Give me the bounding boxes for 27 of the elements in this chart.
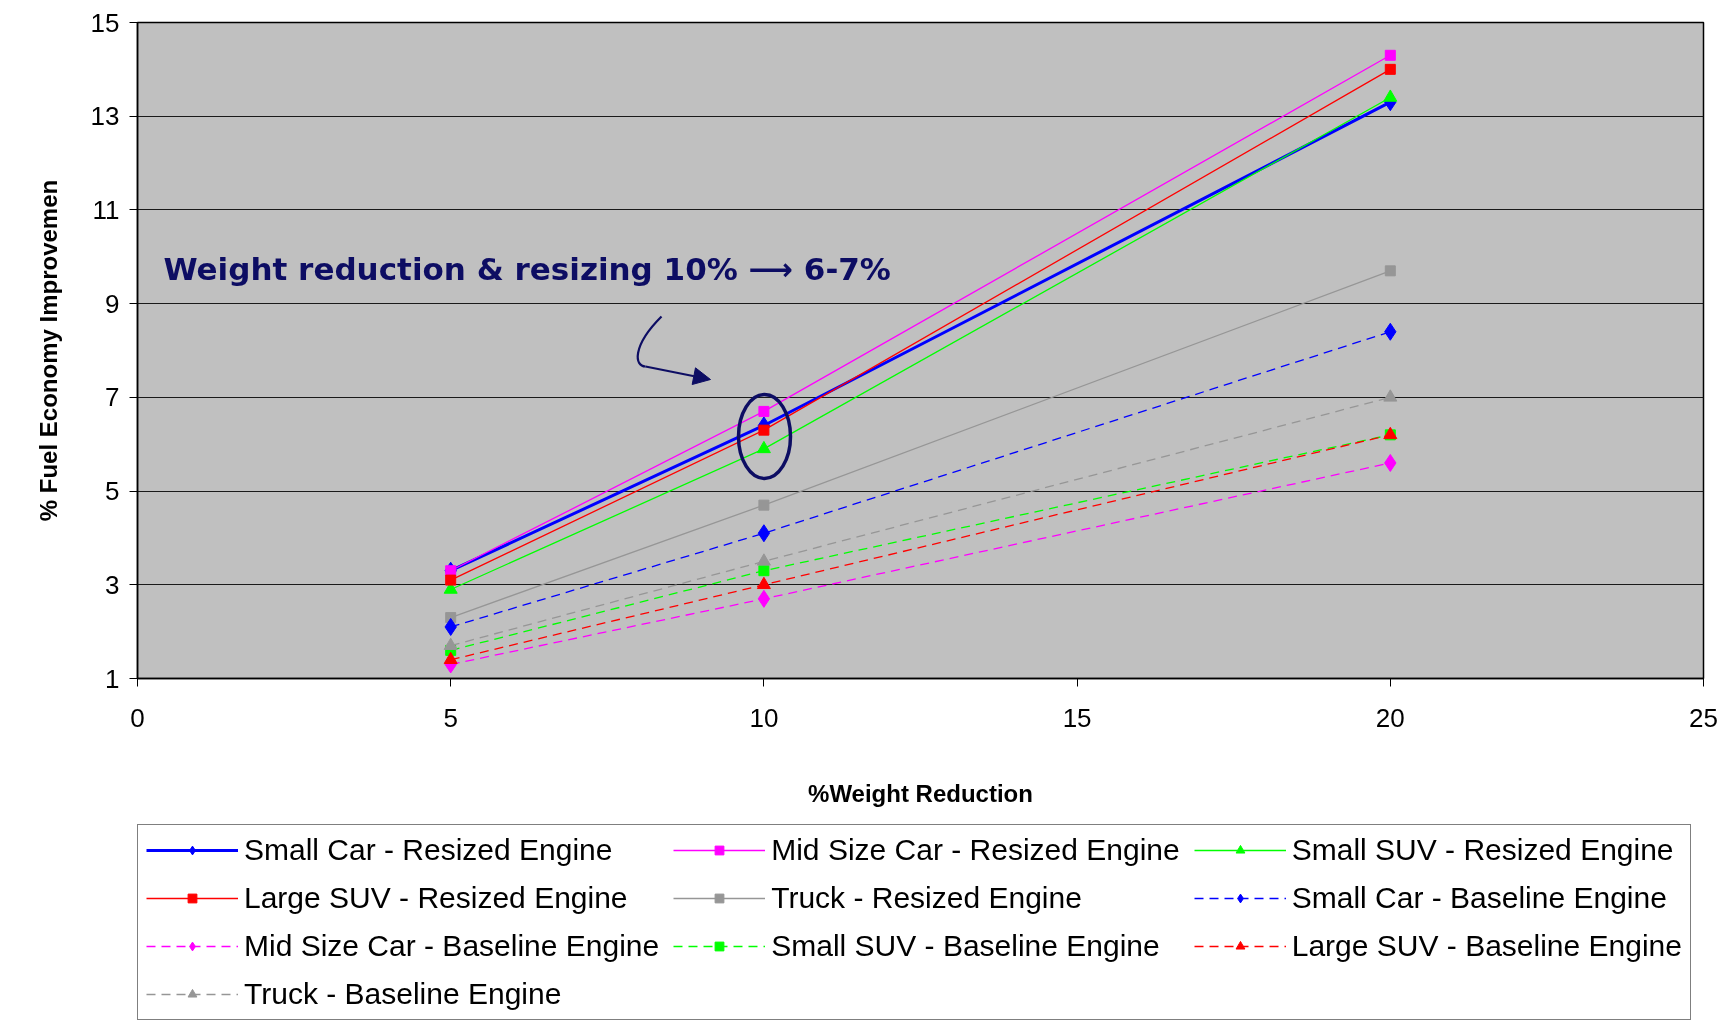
y-axis-title: % Fuel Economy Improvemen — [34, 179, 62, 522]
legend-label: Truck - Baseline Engine — [244, 977, 562, 1011]
legend-label: Truck - Resized Engine — [771, 881, 1082, 915]
x-tick-label: 10 — [749, 702, 779, 733]
x-tick-label: 5 — [443, 702, 458, 733]
y-tick-label: 9 — [105, 288, 120, 319]
y-tick-label: 5 — [105, 476, 120, 507]
x-tick-label: 20 — [1375, 702, 1405, 733]
legend-label: Mid Size Car - Baseline Engine — [244, 929, 660, 963]
annotation: Weight reduction & resizing 10% ⟶ 6-7% — [163, 250, 891, 287]
legend-label: Large SUV - Resized Engine — [244, 881, 628, 915]
legend-label: Small Car - Baseline Engine — [1291, 881, 1667, 915]
y-tick-label: 13 — [90, 101, 120, 132]
legend-label: Large SUV - Baseline Engine — [1291, 929, 1682, 963]
legend-label: Small SUV - Baseline Engine — [771, 929, 1160, 963]
y-tick-label: 7 — [105, 382, 120, 413]
x-tick-label: 25 — [1689, 702, 1718, 733]
x-tick-label: 15 — [1062, 702, 1092, 733]
legend-label: Small Car - Resized Engine — [244, 833, 613, 867]
legend-label: Mid Size Car - Resized Engine — [771, 833, 1180, 867]
y-tick-label: 15 — [90, 7, 120, 38]
y-tick-label: 11 — [92, 194, 120, 225]
y-tick-label: 3 — [105, 569, 120, 600]
legend-label: Small SUV - Resized Engine — [1291, 833, 1674, 867]
y-tick-label: 1 — [105, 663, 120, 694]
x-axis-title: %Weight Reduction — [808, 779, 1033, 807]
x-tick-label: 0 — [130, 702, 145, 733]
